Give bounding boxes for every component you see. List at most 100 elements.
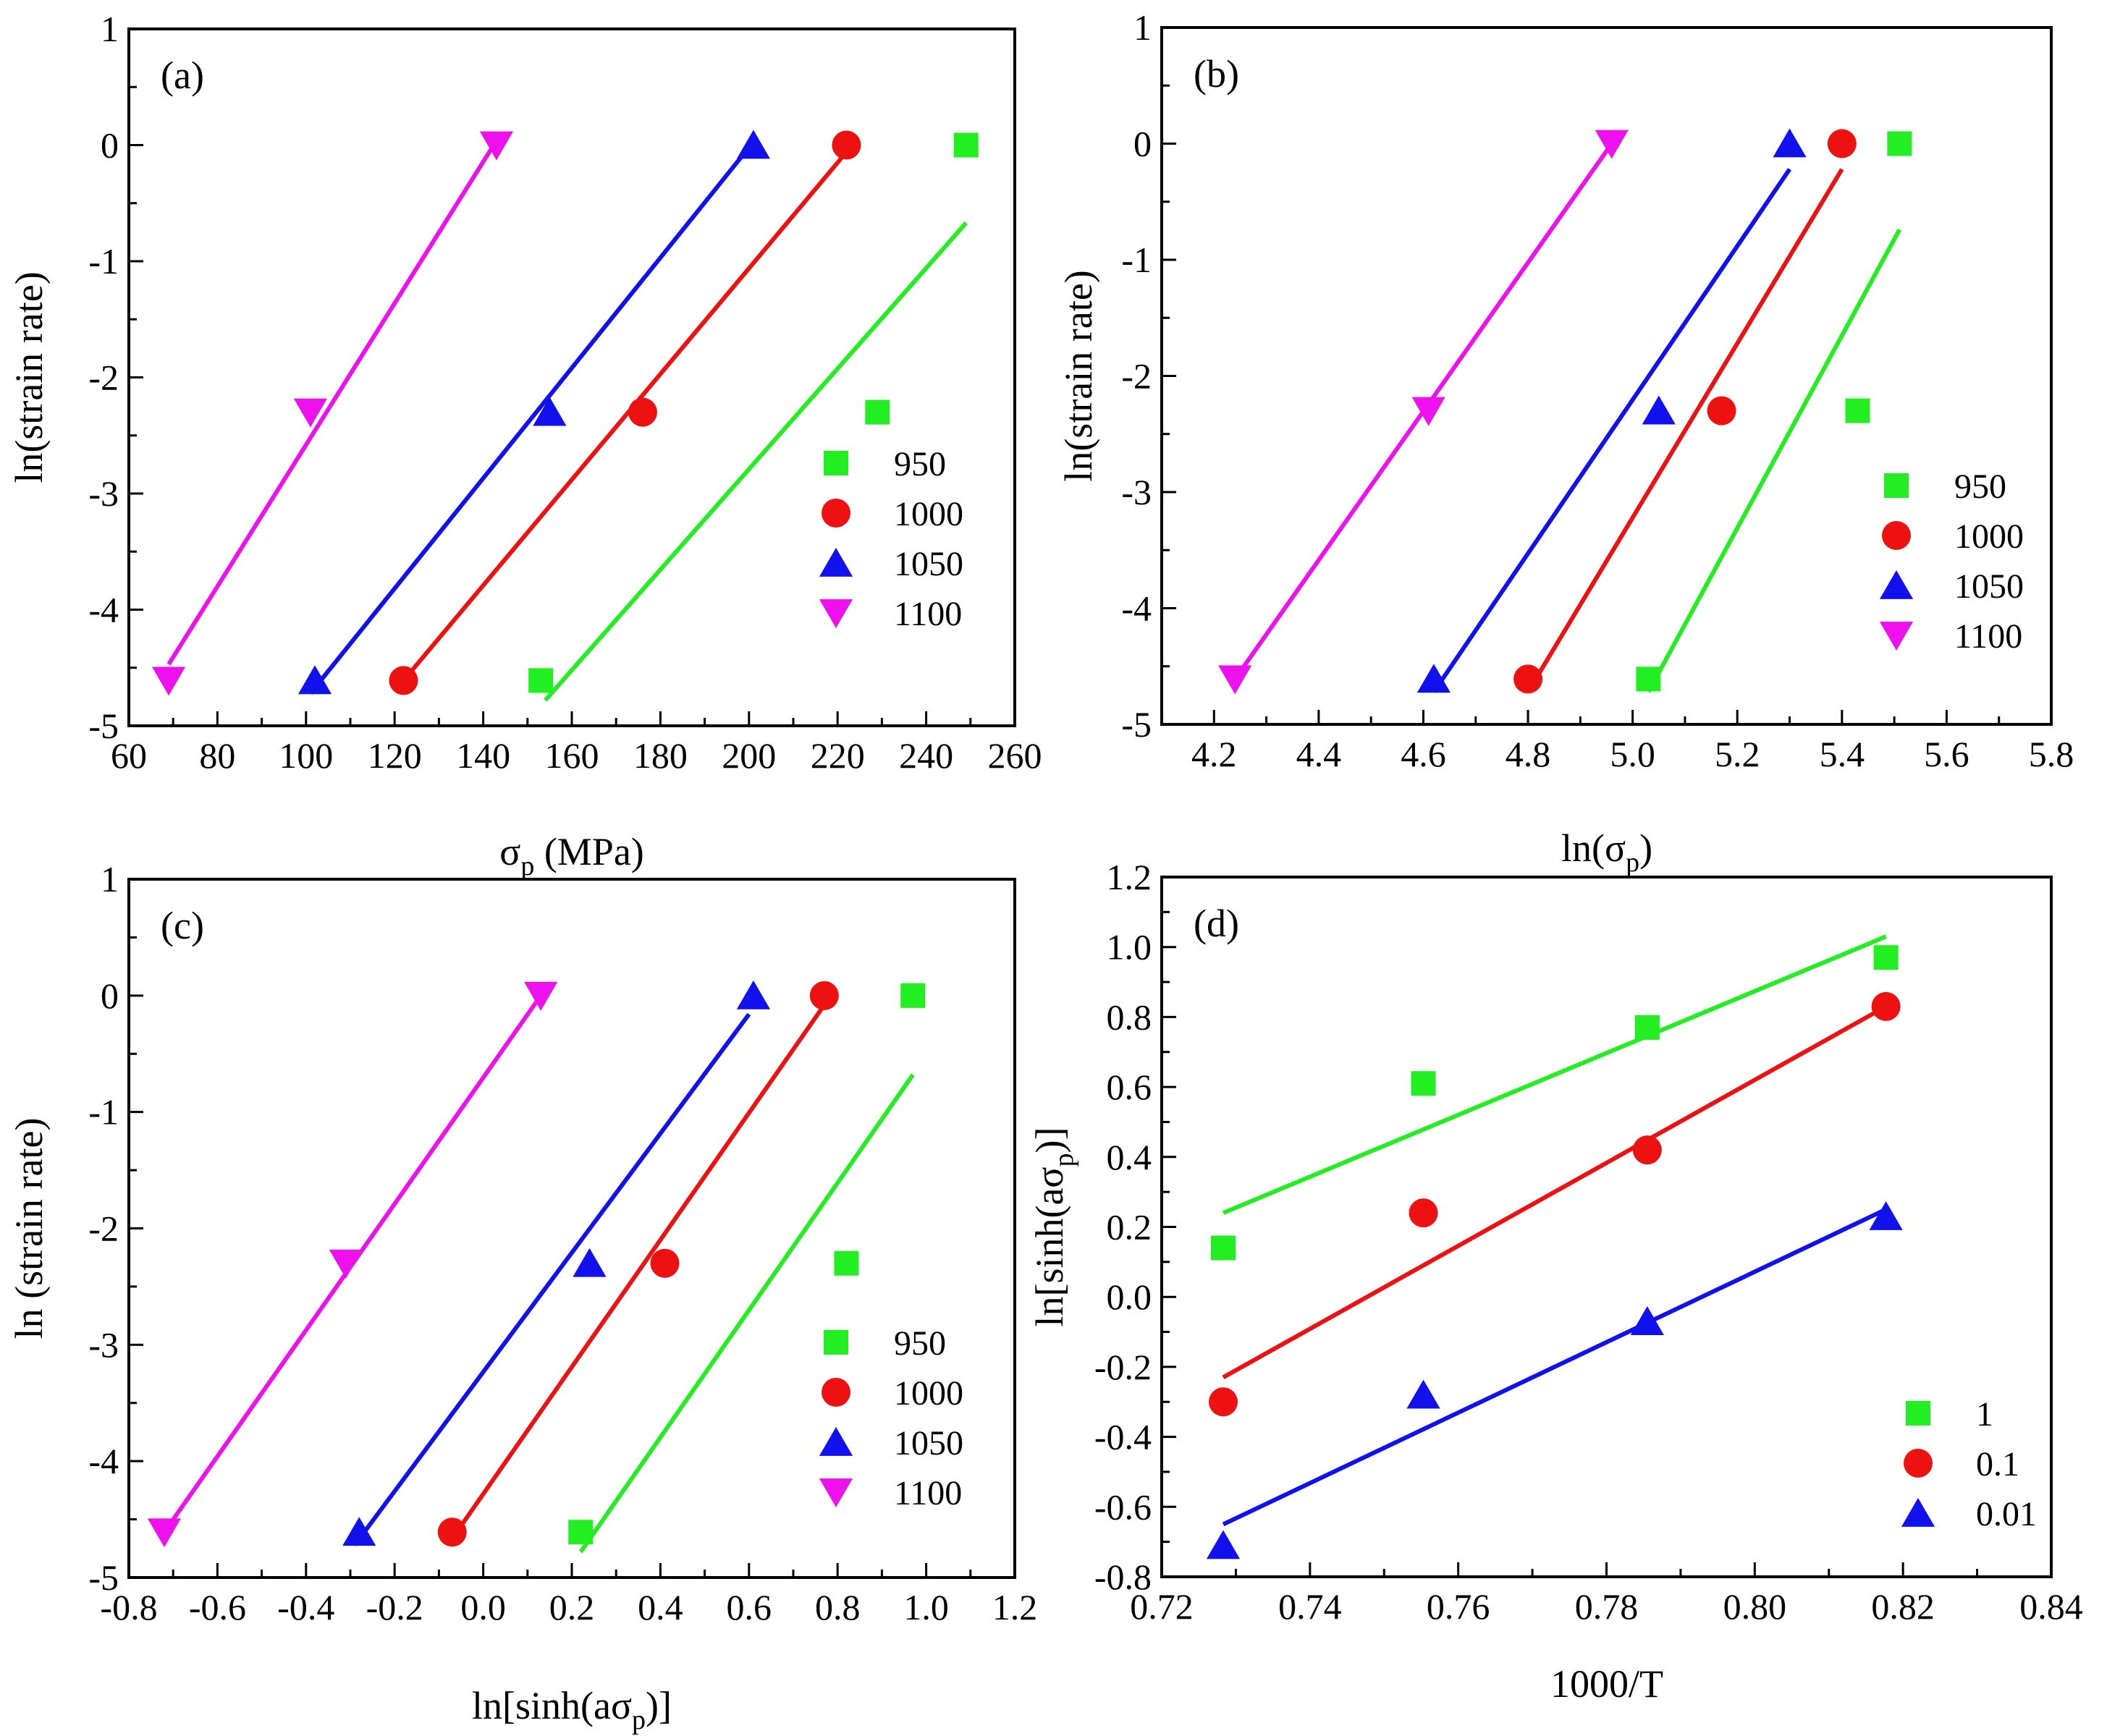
- data-point: [953, 132, 979, 158]
- data-point: [1211, 1235, 1236, 1261]
- panel-c: -0.8 -0.6 -0.4 -0.2 0.0 0.2 0.4 0.6 0.8 1.0 1.2 -5 -…: [7, 859, 1037, 1735]
- legend-label: 950: [894, 1324, 946, 1363]
- fit-line: [455, 1003, 827, 1533]
- y-tick-label: 1.2: [1107, 857, 1152, 897]
- data-point: [1636, 666, 1661, 692]
- data-point: [1411, 1071, 1436, 1096]
- x-tick-label: -0.8: [100, 1587, 157, 1627]
- data-point: [650, 1248, 680, 1278]
- x-tick-label: 80: [199, 735, 235, 776]
- x-tick-label: 220: [811, 735, 865, 776]
- legend-label: 950: [1954, 467, 2006, 506]
- legend-label: 1100: [894, 595, 962, 633]
- legend-marker: [819, 548, 853, 577]
- x-tick-label: 4.6: [1401, 734, 1446, 774]
- series-0.1: [1209, 991, 1901, 1417]
- data-point: [1632, 1135, 1662, 1165]
- x-tick-label: 0.0: [460, 1587, 506, 1627]
- y-tick-label: -2: [88, 1208, 119, 1249]
- x-tick-label: 180: [633, 735, 688, 776]
- data-point: [573, 1248, 607, 1277]
- y-axis-title: ln(strain rate): [7, 271, 51, 483]
- data-point: [1513, 664, 1543, 694]
- x-axis-title: ln(σp): [1561, 826, 1652, 878]
- x-tick-label: 5.0: [1610, 734, 1655, 774]
- x-tick-label: 4.4: [1296, 734, 1342, 774]
- x-tick-label: 100: [279, 735, 333, 776]
- data-point: [1871, 991, 1901, 1021]
- legend-label: 1000: [894, 1374, 963, 1413]
- x-tick-label: 1.0: [903, 1587, 949, 1627]
- data-point: [1595, 130, 1629, 159]
- y-tick-label: -4: [88, 1441, 119, 1481]
- y-axis-title: ln(strain rate): [1057, 270, 1100, 481]
- legend-marker: [819, 599, 853, 628]
- legend-marker: [819, 1478, 853, 1507]
- data-point: [342, 1517, 376, 1546]
- y-tick-label: -0.2: [1094, 1347, 1152, 1387]
- data-point: [736, 980, 771, 1009]
- y-axis-title: ln[sinh(aσp)]: [1028, 1127, 1079, 1326]
- legend-marker: [822, 499, 850, 528]
- data-point: [834, 1250, 859, 1276]
- y-tick-label: 0.6: [1107, 1067, 1152, 1107]
- x-tick-label: 140: [456, 735, 510, 776]
- y-tick-label: 0: [101, 125, 119, 166]
- fit-line: [1222, 1004, 1888, 1380]
- data-point: [1411, 397, 1445, 426]
- data-point: [736, 130, 771, 159]
- x-tick-label: -0.4: [277, 1587, 334, 1627]
- legend-label: 950: [894, 445, 946, 483]
- series-1050: [342, 980, 771, 1546]
- data-point: [1773, 128, 1807, 158]
- series-950: [1636, 131, 1912, 693]
- data-point: [1406, 1379, 1440, 1409]
- data-point: [1416, 664, 1451, 693]
- panel-label: (d): [1194, 902, 1239, 945]
- x-tick-label: -0.2: [366, 1587, 423, 1627]
- y-tick-label: 0: [101, 975, 119, 1016]
- data-point: [293, 398, 328, 428]
- data-point: [1707, 396, 1736, 425]
- panel-label: (c): [161, 904, 204, 947]
- x-tick-label: 5.2: [1715, 734, 1760, 774]
- y-tick-label: 1: [101, 9, 119, 49]
- x-tick-label: 0.4: [638, 1587, 683, 1627]
- y-tick-label: -5: [88, 706, 119, 746]
- x-tick-label: 0.8: [815, 1587, 861, 1627]
- data-point: [528, 668, 554, 693]
- y-tick-label: -0.4: [1094, 1417, 1152, 1457]
- y-tick-label: -0.8: [1094, 1557, 1152, 1597]
- data-point: [151, 666, 186, 696]
- legend-label: 0.01: [1976, 1495, 2037, 1533]
- x-axis-title: ln[sinh(aσp)]: [472, 1684, 672, 1735]
- y-tick-label: 1: [101, 859, 119, 899]
- y-tick-label: -5: [1121, 704, 1152, 745]
- fit-line: [1222, 1207, 1887, 1527]
- legend-marker: [824, 451, 848, 475]
- x-tick-label: 0.76: [1427, 1586, 1490, 1627]
- y-tick-label: 0: [1133, 124, 1152, 164]
- y-tick-label: -5: [88, 1557, 119, 1598]
- x-tick-label: 5.4: [1820, 734, 1865, 774]
- series-1100: [147, 981, 558, 1548]
- y-tick-label: -3: [88, 473, 119, 514]
- legend-label: 1050: [1954, 567, 2024, 606]
- legend-marker: [1882, 521, 1911, 550]
- data-point: [809, 981, 839, 1010]
- plot-frame: [127, 878, 1016, 1579]
- legend-label: 1100: [894, 1474, 962, 1512]
- data-point: [329, 1249, 363, 1279]
- legend-marker: [1879, 570, 1914, 599]
- x-tick-label: 260: [988, 735, 1042, 776]
- panel-label: (a): [161, 54, 204, 97]
- legend-marker: [1884, 473, 1909, 498]
- fit-line: [352, 1012, 751, 1546]
- x-tick-label: 5.6: [1924, 734, 1969, 774]
- data-point: [832, 130, 861, 160]
- y-tick-label: 0.4: [1107, 1137, 1152, 1177]
- data-point: [1409, 1198, 1438, 1228]
- series-950: [528, 132, 979, 702]
- y-tick-label: 0.8: [1107, 996, 1152, 1037]
- x-tick-label: 4.8: [1506, 734, 1551, 774]
